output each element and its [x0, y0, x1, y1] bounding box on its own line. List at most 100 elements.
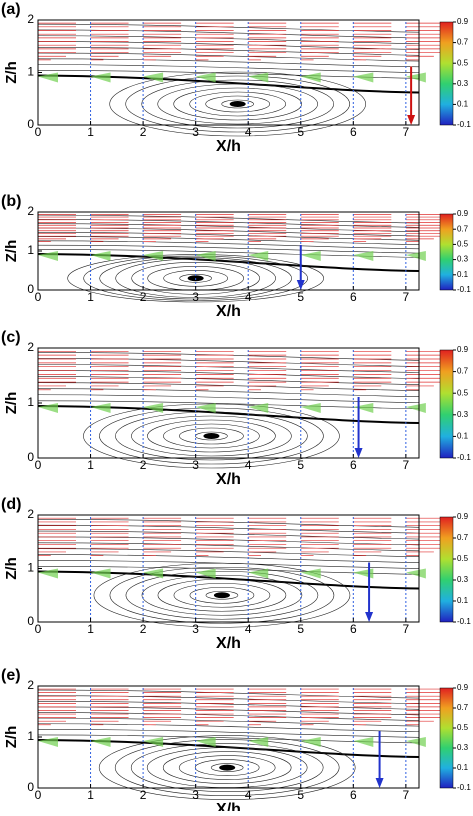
recirculation-streamline — [163, 423, 260, 449]
y-tick-label: 1 — [27, 243, 34, 257]
profile-wake — [38, 568, 58, 579]
panel-label: (c) — [1, 329, 21, 346]
y-axis-label: Z/h — [3, 557, 20, 580]
x-tick-label: 6 — [350, 622, 357, 636]
profile-wake — [143, 251, 164, 261]
x-tick-label: 1 — [87, 125, 94, 139]
recirculation-streamline — [125, 570, 319, 620]
x-tick-label: 4 — [245, 622, 252, 636]
recirculation-streamline — [83, 255, 308, 301]
profile-wake — [300, 568, 321, 579]
recirculation-streamline — [114, 739, 340, 796]
profile-wake — [90, 403, 111, 413]
recirculation-streamline — [99, 257, 292, 300]
x-tick-label: 2 — [140, 125, 147, 139]
panel: 0 1 2 3 4 5 6 7 0 1 2 (a) X/h Z/h 0.9 0.7 0.5 0.3 0.1 -0.1 — [1, 1, 471, 155]
profile-wake — [90, 737, 111, 747]
streamline — [37, 394, 420, 404]
plot-frame — [37, 514, 420, 623]
colorbar-tick-label: 0.7 — [457, 38, 469, 47]
streamline — [37, 35, 420, 45]
x-tick-label: 4 — [245, 125, 252, 139]
colorbar-tick-label: 0.1 — [457, 763, 469, 772]
profile-wake — [143, 737, 164, 747]
recirculation-streamline — [162, 751, 292, 784]
colorbar-tick-label: 0.9 — [457, 512, 469, 521]
recirculation-streamline — [157, 578, 287, 612]
profile-wake — [38, 72, 58, 83]
profile-wake — [38, 403, 58, 413]
profile-wake — [405, 251, 426, 261]
y-tick-label: 0 — [27, 282, 34, 296]
x-tick-label: 5 — [297, 788, 304, 802]
streamline — [37, 23, 420, 33]
streamline — [37, 382, 420, 391]
x-tick-label: 6 — [350, 458, 357, 472]
y-tick-label: 2 — [27, 507, 34, 521]
colorbar-tick-label: 0.7 — [457, 533, 469, 542]
x-tick-label: 0 — [35, 290, 42, 304]
x-tick-label: 2 — [140, 290, 147, 304]
panel-label: (d) — [1, 496, 21, 513]
recirculation-streamline — [141, 574, 303, 616]
recirculation-streamline — [141, 79, 334, 129]
reattachment-arrow-head — [375, 778, 384, 788]
profile-wake — [195, 251, 216, 261]
x-axis-label: X/h — [216, 635, 241, 652]
recirculation-streamline — [157, 83, 318, 125]
streamline — [37, 554, 420, 563]
recirculation-streamline — [115, 411, 308, 461]
colorbar-tick-label: 0.9 — [457, 345, 469, 354]
x-tick-label: 3 — [192, 788, 199, 802]
x-tick-label: 6 — [350, 788, 357, 802]
profile-wake — [405, 568, 426, 579]
vortex-center — [213, 592, 230, 599]
panel: 0 1 2 3 4 5 6 7 0 1 2 (c) X/h Z/h 0.9 0.7 0.5 0.3 0.1 -0.1 — [1, 329, 471, 488]
profile-wake — [353, 737, 374, 747]
colorbar-tick-label: 0.3 — [457, 410, 469, 419]
streamline — [37, 689, 420, 699]
colorbar — [439, 213, 454, 291]
colorbar-tick-label: 0.7 — [457, 703, 469, 712]
colorbar — [439, 349, 454, 459]
profile-wake — [195, 737, 216, 747]
y-tick-label: 2 — [27, 204, 34, 218]
streamline — [37, 231, 420, 241]
streamline — [37, 52, 420, 62]
recirculation-streamline — [109, 566, 335, 624]
y-tick-label: 1 — [27, 395, 34, 409]
y-tick-label: 1 — [27, 65, 34, 79]
colorbar-tick-label: 0.9 — [457, 209, 469, 218]
colorbar — [439, 21, 454, 126]
recirculation-streamline — [178, 755, 276, 780]
colorbar-tick-label: 0.1 — [457, 596, 469, 605]
x-tick-label: 1 — [87, 290, 94, 304]
x-tick-label: 4 — [245, 458, 252, 472]
plot-frame — [37, 19, 420, 126]
colorbar-tick-label: 0.9 — [457, 683, 469, 692]
recirculation-streamline — [189, 91, 286, 117]
colorbar-tick-label: 0.5 — [457, 554, 469, 563]
y-tick-label: 2 — [27, 12, 34, 26]
colorbar-tick-label: 0.1 — [457, 270, 469, 279]
x-tick-label: 1 — [87, 788, 94, 802]
colorbar-tick-label: 0.7 — [457, 224, 469, 233]
x-tick-label: 0 — [35, 622, 42, 636]
recirculation-streamline — [147, 419, 276, 453]
x-tick-label: 7 — [403, 290, 410, 304]
streamline — [37, 219, 420, 228]
panel: 0 1 2 3 4 5 6 7 0 1 2 (e) X/h Z/h 0.9 0.7 0.5 0.3 0.1 -0.1 — [1, 667, 471, 816]
profile-wake — [300, 403, 321, 413]
profile-wake — [90, 251, 111, 261]
x-tick-label: 3 — [192, 290, 199, 304]
profile-wake — [405, 737, 426, 747]
colorbar-tick-label: 0.1 — [457, 432, 469, 441]
recirculation-streamline — [210, 763, 244, 772]
streamline — [37, 542, 420, 552]
panel-label: (a) — [1, 1, 21, 18]
colorbar-tick-label: 0.3 — [457, 575, 469, 584]
profile-wake — [143, 568, 164, 579]
x-tick-label: 7 — [403, 788, 410, 802]
x-tick-label: 3 — [192, 125, 199, 139]
